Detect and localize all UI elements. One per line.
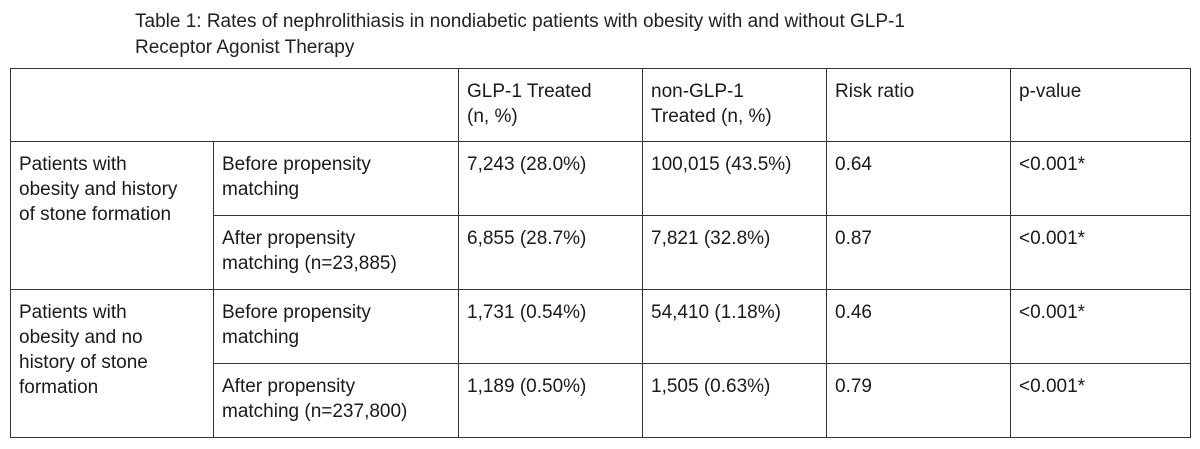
group-label-line: Patients with [19, 154, 127, 175]
caption-line-2: Receptor Agonist Therapy [135, 37, 355, 58]
row-label-line: matching [222, 179, 300, 200]
non-glp1-value: 1,505 (0.63%) [642, 363, 827, 438]
risk-ratio-value: 0.79 [826, 363, 1011, 438]
risk-ratio-value: 0.64 [826, 141, 1011, 216]
row-label-line: After propensity [222, 376, 356, 397]
header-row: GLP-1 Treated (n, %) non-GLP-1 Treated (… [10, 68, 1191, 142]
group-label-line: of stone formation [19, 204, 172, 225]
header-glp1-treated: GLP-1 Treated (n, %) [458, 68, 643, 142]
header-empty-cell [10, 68, 459, 142]
results-table: GLP-1 Treated (n, %) non-GLP-1 Treated (… [10, 68, 1191, 438]
group-label-history: Patients with obesity and history of sto… [10, 141, 214, 290]
group-label-no-history: Patients with obesity and no history of … [10, 289, 214, 438]
p-value: <0.001* [1010, 141, 1191, 216]
header-glp1-line-1: GLP-1 Treated [467, 81, 592, 102]
row-label-line: matching (n=237,800) [222, 401, 408, 422]
non-glp1-value: 54,410 (1.18%) [642, 289, 827, 364]
row-label: Before propensity matching [213, 289, 459, 364]
glp1-value: 1,189 (0.50%) [458, 363, 643, 438]
row-label: After propensity matching (n=237,800) [213, 363, 459, 438]
row-label-line: matching (n=23,885) [222, 253, 397, 274]
group-label-line: obesity and no [19, 327, 143, 348]
table-caption: Table 1: Rates of nephrolithiasis in non… [135, 9, 1135, 61]
glp1-value: 6,855 (28.7%) [458, 215, 643, 290]
header-non-glp1-line-1: non-GLP-1 [651, 81, 744, 102]
p-value: <0.001* [1010, 215, 1191, 290]
risk-ratio-value: 0.46 [826, 289, 1011, 364]
group-label-line: Patients with [19, 302, 127, 323]
p-value: <0.001* [1010, 289, 1191, 364]
non-glp1-value: 100,015 (43.5%) [642, 141, 827, 216]
table-row: After propensity matching (n=23,885) 6,8… [11, 215, 1191, 290]
row-label-line: After propensity [222, 228, 356, 249]
non-glp1-value: 7,821 (32.8%) [642, 215, 827, 290]
table-row: After propensity matching (n=237,800) 1,… [11, 363, 1191, 438]
row-label-line: matching [222, 327, 300, 348]
row-label-line: Before propensity [222, 154, 371, 175]
p-value: <0.001* [1010, 363, 1191, 438]
header-p-value: p-value [1010, 68, 1191, 142]
glp1-value: 1,731 (0.54%) [458, 289, 643, 364]
header-non-glp1-line-2: Treated (n, %) [651, 106, 772, 127]
glp1-value: 7,243 (28.0%) [458, 141, 643, 216]
row-label: Before propensity matching [213, 141, 459, 216]
header-non-glp1-treated: non-GLP-1 Treated (n, %) [642, 68, 827, 142]
group-label-line: obesity and history [19, 179, 178, 200]
row-label: After propensity matching (n=23,885) [213, 215, 459, 290]
caption-line-1: Table 1: Rates of nephrolithiasis in non… [135, 11, 905, 32]
group-label-line: formation [19, 377, 99, 398]
risk-ratio-value: 0.87 [826, 215, 1011, 290]
row-label-line: Before propensity [222, 302, 371, 323]
table-row: Patients with obesity and no history of … [10, 289, 1191, 438]
header-glp1-line-2: (n, %) [467, 106, 518, 127]
header-risk-ratio: Risk ratio [826, 68, 1011, 142]
table-row: Patients with obesity and history of sto… [10, 141, 1191, 290]
group-label-line: history of stone [19, 352, 148, 373]
